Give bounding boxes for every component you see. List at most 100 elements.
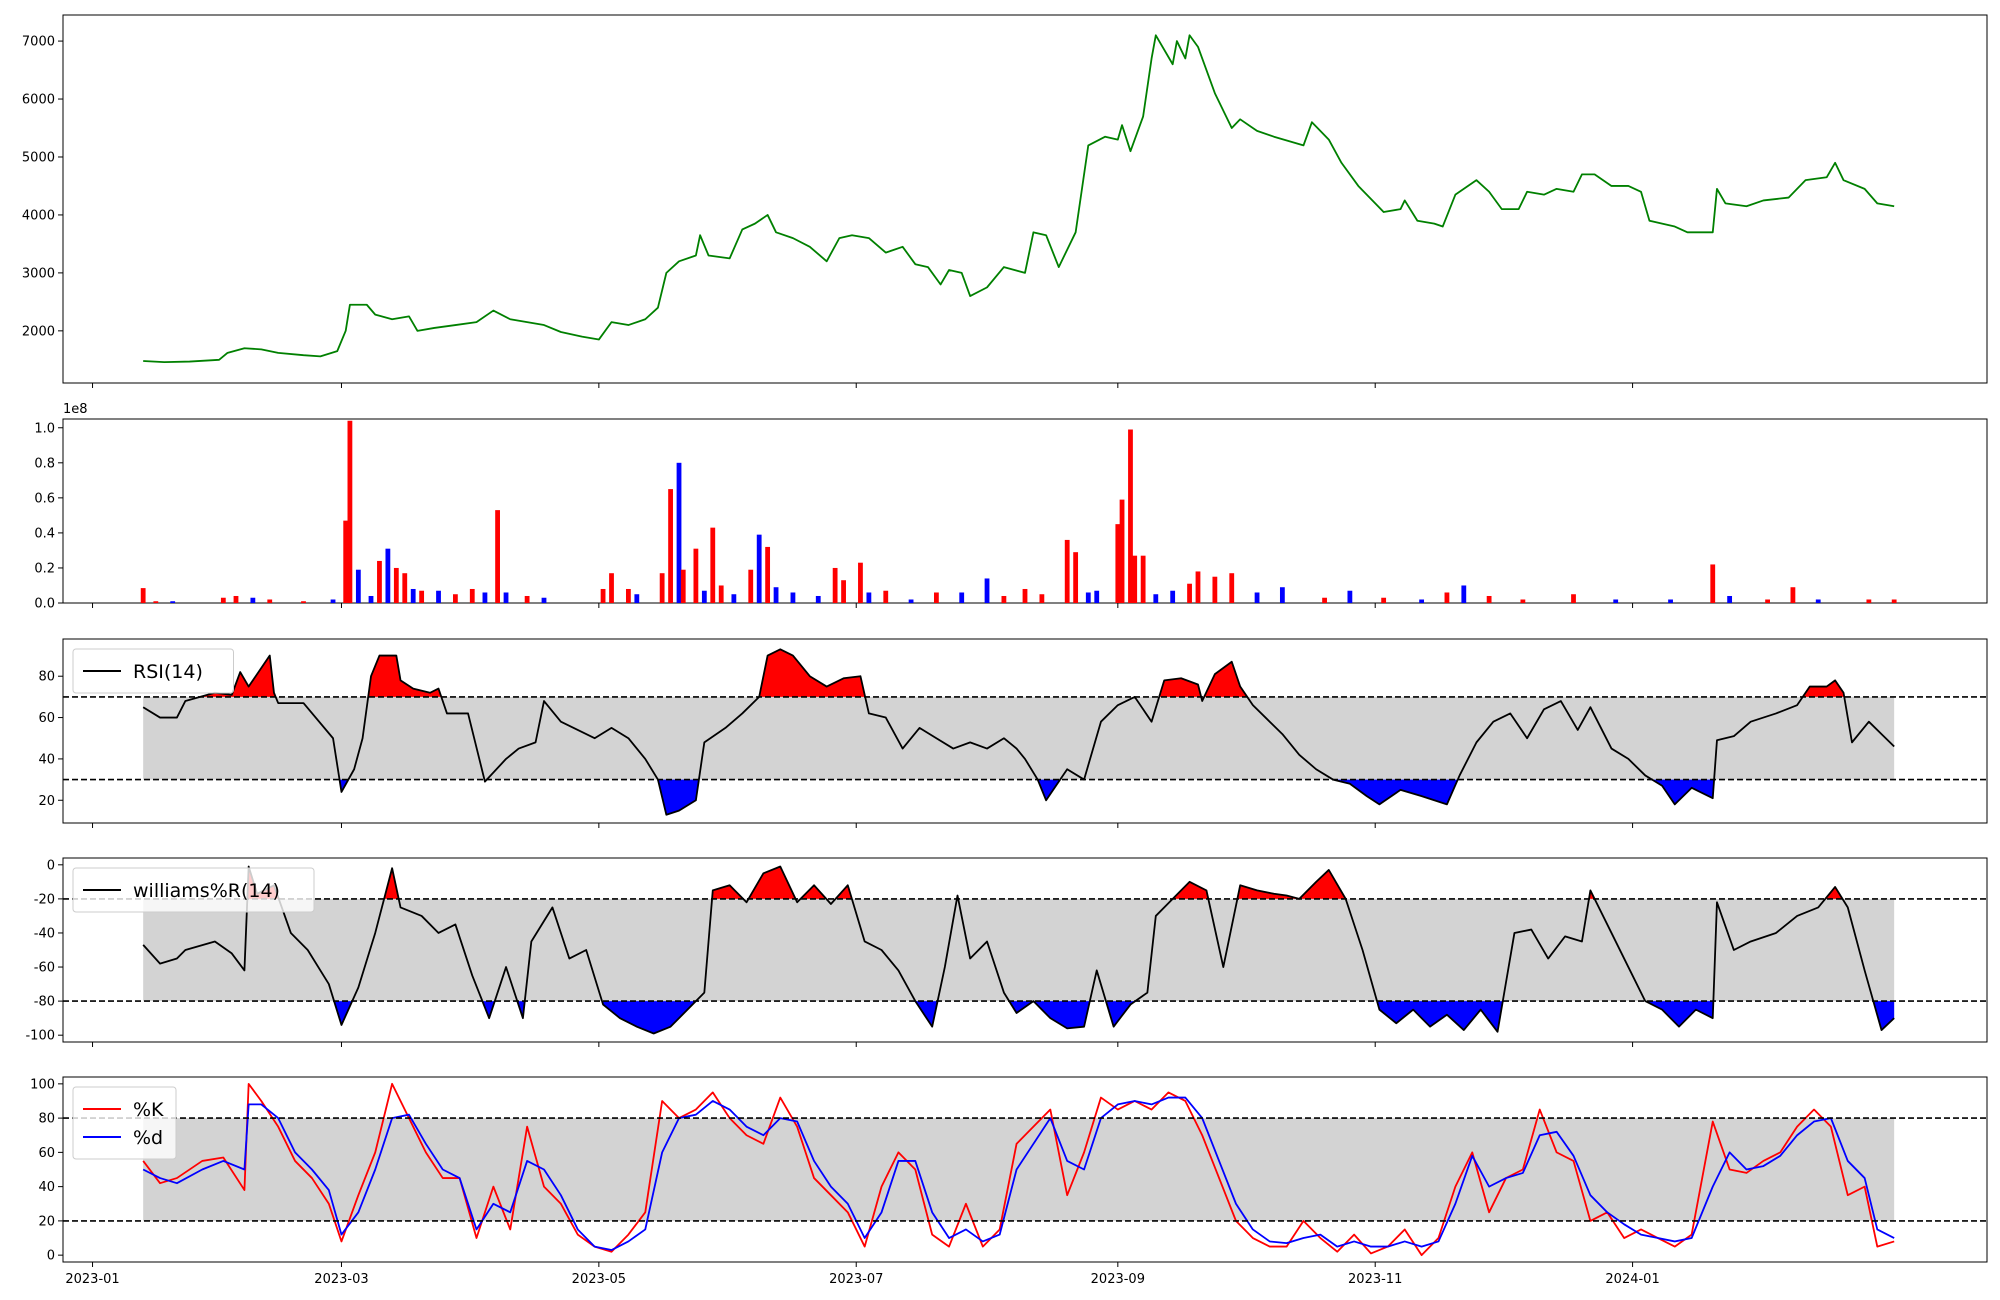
oversold-fill	[1377, 1001, 1503, 1032]
volume-bar	[385, 548, 391, 603]
overbought-fill	[759, 649, 866, 697]
volume-bar	[330, 599, 336, 603]
y-tick-label: 5000	[22, 150, 55, 165]
volume-bar	[676, 462, 682, 603]
rsi-panel: 20 40 60 80 RSI(14)	[38, 638, 1988, 828]
overbought-fill	[1159, 678, 1202, 697]
volume-bar	[1520, 599, 1526, 603]
volume-bar	[377, 560, 382, 603]
overbought-fill	[1204, 661, 1248, 697]
y-tick-label: 0.6	[34, 491, 55, 506]
legend-label: RSI(14)	[133, 661, 203, 683]
volume-bar	[1444, 592, 1450, 603]
volume-bar	[393, 567, 399, 603]
oversold-fill	[482, 1001, 495, 1019]
oversold-fill	[1033, 1001, 1090, 1029]
volume-bar	[1727, 595, 1733, 603]
overbought-fill	[800, 885, 827, 899]
overbought-fill	[368, 655, 442, 697]
volume-bar	[634, 594, 640, 603]
volume-bar	[140, 588, 146, 603]
volume-bar	[1765, 599, 1770, 603]
x-tick-label: 2024-01	[1605, 1272, 1659, 1287]
panel-frame	[62, 857, 1988, 1043]
price-panel: 2000 3000 4000 5000 6000 7000	[22, 14, 1988, 388]
y-tick-label: 3000	[22, 266, 55, 281]
volume-bar	[343, 520, 349, 603]
overbought-fill	[200, 655, 276, 697]
legend-box	[72, 1086, 177, 1160]
y-tick-label: 0.2	[34, 561, 55, 576]
stochastic-panel: 0 20 40 60 80 100 2023-01 2023-03 2023-05 2023-07…	[30, 1076, 1988, 1287]
oversold-fill	[1333, 779, 1458, 805]
volume-bar	[731, 594, 737, 603]
volume-bar	[1254, 592, 1260, 603]
overbought-fill	[1172, 881, 1209, 899]
volume-bar	[1039, 594, 1045, 603]
volume-bar	[1790, 587, 1796, 603]
volume-bar	[1613, 599, 1619, 603]
y-tick-label: 20	[38, 794, 55, 809]
volume-bar	[1419, 599, 1425, 603]
volume-bar	[815, 595, 821, 603]
volume-bar	[410, 588, 416, 603]
volume-bar	[503, 592, 509, 603]
volume-bar	[1710, 564, 1716, 603]
volume-bar	[959, 592, 965, 603]
volume-bar	[1381, 597, 1387, 603]
volume-bar	[1115, 524, 1121, 603]
volume-bar	[1073, 552, 1079, 603]
volume-bar	[1085, 592, 1091, 603]
volume-bar	[1094, 590, 1100, 603]
volume-bar	[790, 592, 796, 603]
x-tick-label: 2023-03	[314, 1272, 368, 1287]
y-tick-label: 20	[38, 1214, 55, 1229]
volume-bar	[1668, 599, 1673, 603]
volume-bar	[701, 590, 707, 603]
williams-r-panel: 0 -20 -40 -60 -80 -100 williams%R(14)	[25, 857, 1988, 1047]
volume-bar	[773, 587, 779, 603]
oversold-fill	[657, 779, 699, 815]
overbought-fill	[1802, 680, 1845, 697]
y-tick-label: 100	[30, 1077, 55, 1092]
oversold-fill	[915, 1001, 938, 1027]
oversold-fill	[1651, 779, 1715, 805]
legend-box	[72, 867, 315, 913]
volume-bar	[170, 601, 176, 603]
volume-bar	[1212, 576, 1218, 603]
volume-bar	[659, 573, 665, 603]
k-line	[142, 1082, 1895, 1257]
volume-bar	[1140, 555, 1146, 603]
oversold-fill	[1037, 779, 1061, 801]
volume-panel: 0.0 0.2 0.4 0.6 0.8 1.0 1e8	[34, 402, 1988, 612]
volume-bar	[1001, 595, 1007, 603]
y-tick-label: 40	[38, 752, 55, 767]
volume-bar	[1195, 571, 1201, 603]
legend-label: %d	[133, 1127, 163, 1149]
x-tick-label: 2023-11	[1348, 1272, 1402, 1287]
overbought-fill	[1825, 886, 1843, 899]
volume-bar	[1461, 585, 1467, 603]
volume-bar	[883, 590, 889, 603]
y-tick-label: -60	[34, 961, 55, 976]
oversold-fill	[1873, 1001, 1895, 1031]
volume-bar	[1891, 599, 1897, 603]
volume-bar	[756, 534, 762, 603]
volume-bar	[1170, 590, 1176, 603]
d-line	[142, 1096, 1895, 1251]
volume-bar	[866, 592, 872, 603]
volume-bar	[1815, 599, 1821, 603]
volume-bar	[355, 569, 361, 603]
volume-offset-label: 1e8	[63, 402, 88, 417]
y-tick-label: 4000	[22, 208, 55, 223]
y-tick-label: 0.4	[34, 526, 55, 541]
oversold-fill	[602, 1001, 696, 1034]
price-line	[143, 34, 1895, 364]
y-tick-label: 6000	[22, 93, 55, 108]
volume-bar	[680, 569, 686, 603]
volume-bar	[267, 599, 273, 603]
volume-bar	[1347, 590, 1353, 603]
volume-bar	[524, 595, 530, 603]
y-tick-label: 0.0	[34, 597, 55, 612]
volume-bar	[710, 527, 716, 603]
